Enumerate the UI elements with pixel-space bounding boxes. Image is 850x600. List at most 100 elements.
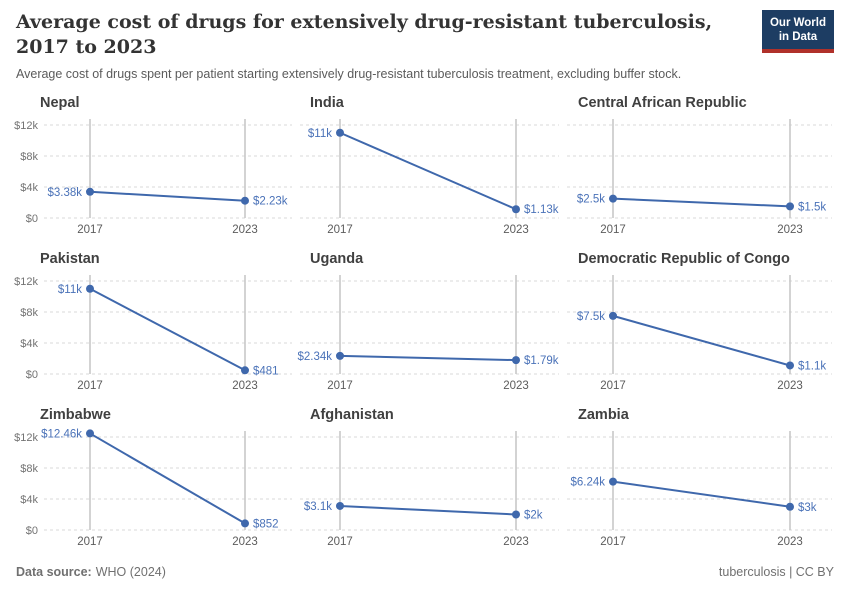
y-axis-tick-label: $12k <box>14 432 38 444</box>
x-axis-tick-label: 2023 <box>777 224 803 236</box>
mini-chart[interactable]: $0 $4k $8k $12k $3.38k $2.23k 2017 2023 <box>14 115 300 239</box>
value-label: $2.5k <box>577 194 605 206</box>
value-label: $2.23k <box>253 196 288 208</box>
data-point[interactable] <box>241 519 249 528</box>
y-axis-tick-label: $12k <box>14 120 38 132</box>
owid-logo-line2: in Data <box>778 31 818 44</box>
y-axis-tick-label: $0 <box>26 369 38 381</box>
page-subtitle: Average cost of drugs spent per patient … <box>16 67 682 82</box>
chart-panel: Afghanistan $3.1k $2k 2017 2023 <box>300 405 567 551</box>
x-axis-tick-label: 2017 <box>77 536 103 548</box>
chart-title: Uganda <box>310 251 364 268</box>
x-axis-tick-label: 2017 <box>600 380 626 392</box>
footer: Data source: WHO (2024) tuberculosis | CC… <box>16 565 834 579</box>
data-point[interactable] <box>512 205 520 214</box>
chart-panel: Nepal $0 $4k $8k $12k $3.38k $2.23k 2017 2023 <box>14 93 300 239</box>
data-point[interactable] <box>512 356 520 365</box>
chart-title: India <box>310 95 344 112</box>
y-axis-tick-label: $0 <box>26 525 38 537</box>
data-point[interactable] <box>609 194 617 203</box>
data-point[interactable] <box>86 187 94 196</box>
x-axis-tick-label: 2023 <box>777 536 803 548</box>
y-axis-tick-label: $4k <box>20 338 38 350</box>
data-point[interactable] <box>786 202 794 211</box>
trend-line <box>89 287 246 372</box>
data-point[interactable] <box>241 366 249 375</box>
x-axis-tick-label: 2023 <box>232 224 258 236</box>
x-axis-tick-label: 2023 <box>503 536 529 548</box>
chart-title: Afghanistan <box>310 407 394 424</box>
chart-panel: Democratic Republic of Congo $7.5k $1.1k 2… <box>567 249 834 395</box>
data-source-label: Data source: <box>16 565 92 580</box>
y-axis-tick-label: $4k <box>20 182 38 194</box>
chart-panel: Uganda $2.34k $1.79k 2017 2023 <box>297 249 567 395</box>
chart-panel: India $11k $1.13k 2017 2023 <box>300 93 567 239</box>
trend-line <box>339 505 517 516</box>
trend-line <box>612 480 791 508</box>
page-title: Average cost of drugs for extensively dr… <box>16 11 713 59</box>
chart-panel: Zimbabwe $0 $4k $8k $12k $12.46k $852 2017 2023 <box>14 405 300 551</box>
y-axis-tick-label: $8k <box>20 463 38 475</box>
data-point[interactable] <box>786 361 794 370</box>
owid-logo-line1: Our World <box>769 17 826 29</box>
chart-title: Nepal <box>40 95 80 112</box>
data-source: Data source: WHO (2024) <box>16 565 166 579</box>
x-axis-tick-label: 2017 <box>327 380 353 392</box>
license-link[interactable]: tuberculosis | CC BY <box>718 565 834 580</box>
mini-chart[interactable]: $6.24k $3k 2017 2023 <box>567 427 834 551</box>
data-point[interactable] <box>336 128 344 137</box>
trend-line <box>612 197 791 208</box>
data-point[interactable] <box>336 352 344 361</box>
data-point[interactable] <box>336 502 344 511</box>
data-point[interactable] <box>609 477 617 486</box>
x-axis-tick-label: 2017 <box>600 224 626 236</box>
trend-line <box>89 190 246 202</box>
chart-title: Pakistan <box>40 251 100 268</box>
value-label: $11k <box>58 284 82 296</box>
owid-logo[interactable]: Our World in Data <box>761 10 834 53</box>
value-label: $1.5k <box>798 202 826 214</box>
mini-chart[interactable]: $0 $4k $8k $12k $11k $481 2017 2023 <box>14 271 300 395</box>
data-point[interactable] <box>512 510 520 519</box>
value-label: $481 <box>253 365 279 377</box>
value-label: $1.1k <box>798 361 826 373</box>
data-point[interactable] <box>241 196 249 205</box>
x-axis-tick-label: 2023 <box>503 380 529 392</box>
value-label: $2.34k <box>297 351 332 363</box>
y-axis-tick-label: $12k <box>14 276 38 288</box>
chart-title: Zambia <box>578 407 629 424</box>
mini-chart[interactable]: $7.5k $1.1k 2017 2023 <box>567 271 834 395</box>
chart-panel: Zambia $6.24k $3k 2017 2023 <box>567 405 834 551</box>
chart-panel: Pakistan $0 $4k $8k $12k $11k $481 2017 2023 <box>14 249 300 395</box>
data-point[interactable] <box>86 429 94 438</box>
value-label: $852 <box>253 519 279 531</box>
y-axis-tick-label: $4k <box>20 494 38 506</box>
x-axis-tick-label: 2017 <box>600 536 626 548</box>
mini-chart[interactable]: $2.5k $1.5k 2017 2023 <box>567 115 834 239</box>
data-point[interactable] <box>786 502 794 511</box>
small-multiples-grid: Nepal $0 $4k $8k $12k $3.38k $2.23k 2017 2023 I… <box>14 93 834 551</box>
data-point[interactable] <box>609 312 617 321</box>
mini-chart[interactable]: $0 $4k $8k $12k $12.46k $852 2017 2023 <box>14 427 300 551</box>
x-axis-tick-label: 2017 <box>327 536 353 548</box>
trend-line <box>339 131 517 211</box>
data-point[interactable] <box>86 284 94 293</box>
y-axis-tick-label: $0 <box>26 213 38 225</box>
trend-line <box>339 355 517 362</box>
mini-chart[interactable]: $3.1k $2k 2017 2023 <box>300 427 567 551</box>
mini-chart[interactable]: $11k $1.13k 2017 2023 <box>300 115 567 239</box>
x-axis-tick-label: 2023 <box>232 380 258 392</box>
trend-line <box>89 432 246 525</box>
trend-line <box>612 315 791 367</box>
value-label: $2k <box>524 510 543 522</box>
chart-panel: Central African Republic $2.5k $1.5k 2017 2… <box>567 93 834 239</box>
mini-chart[interactable]: $2.34k $1.79k 2017 2023 <box>297 271 567 395</box>
x-axis-tick-label: 2023 <box>503 224 529 236</box>
value-label: $1.79k <box>524 355 559 367</box>
chart-title: Central African Republic <box>578 95 747 112</box>
x-axis-tick-label: 2023 <box>232 536 258 548</box>
value-label: $3.1k <box>304 501 332 513</box>
value-label: $11k <box>308 128 332 140</box>
value-label: $3.38k <box>47 187 82 199</box>
